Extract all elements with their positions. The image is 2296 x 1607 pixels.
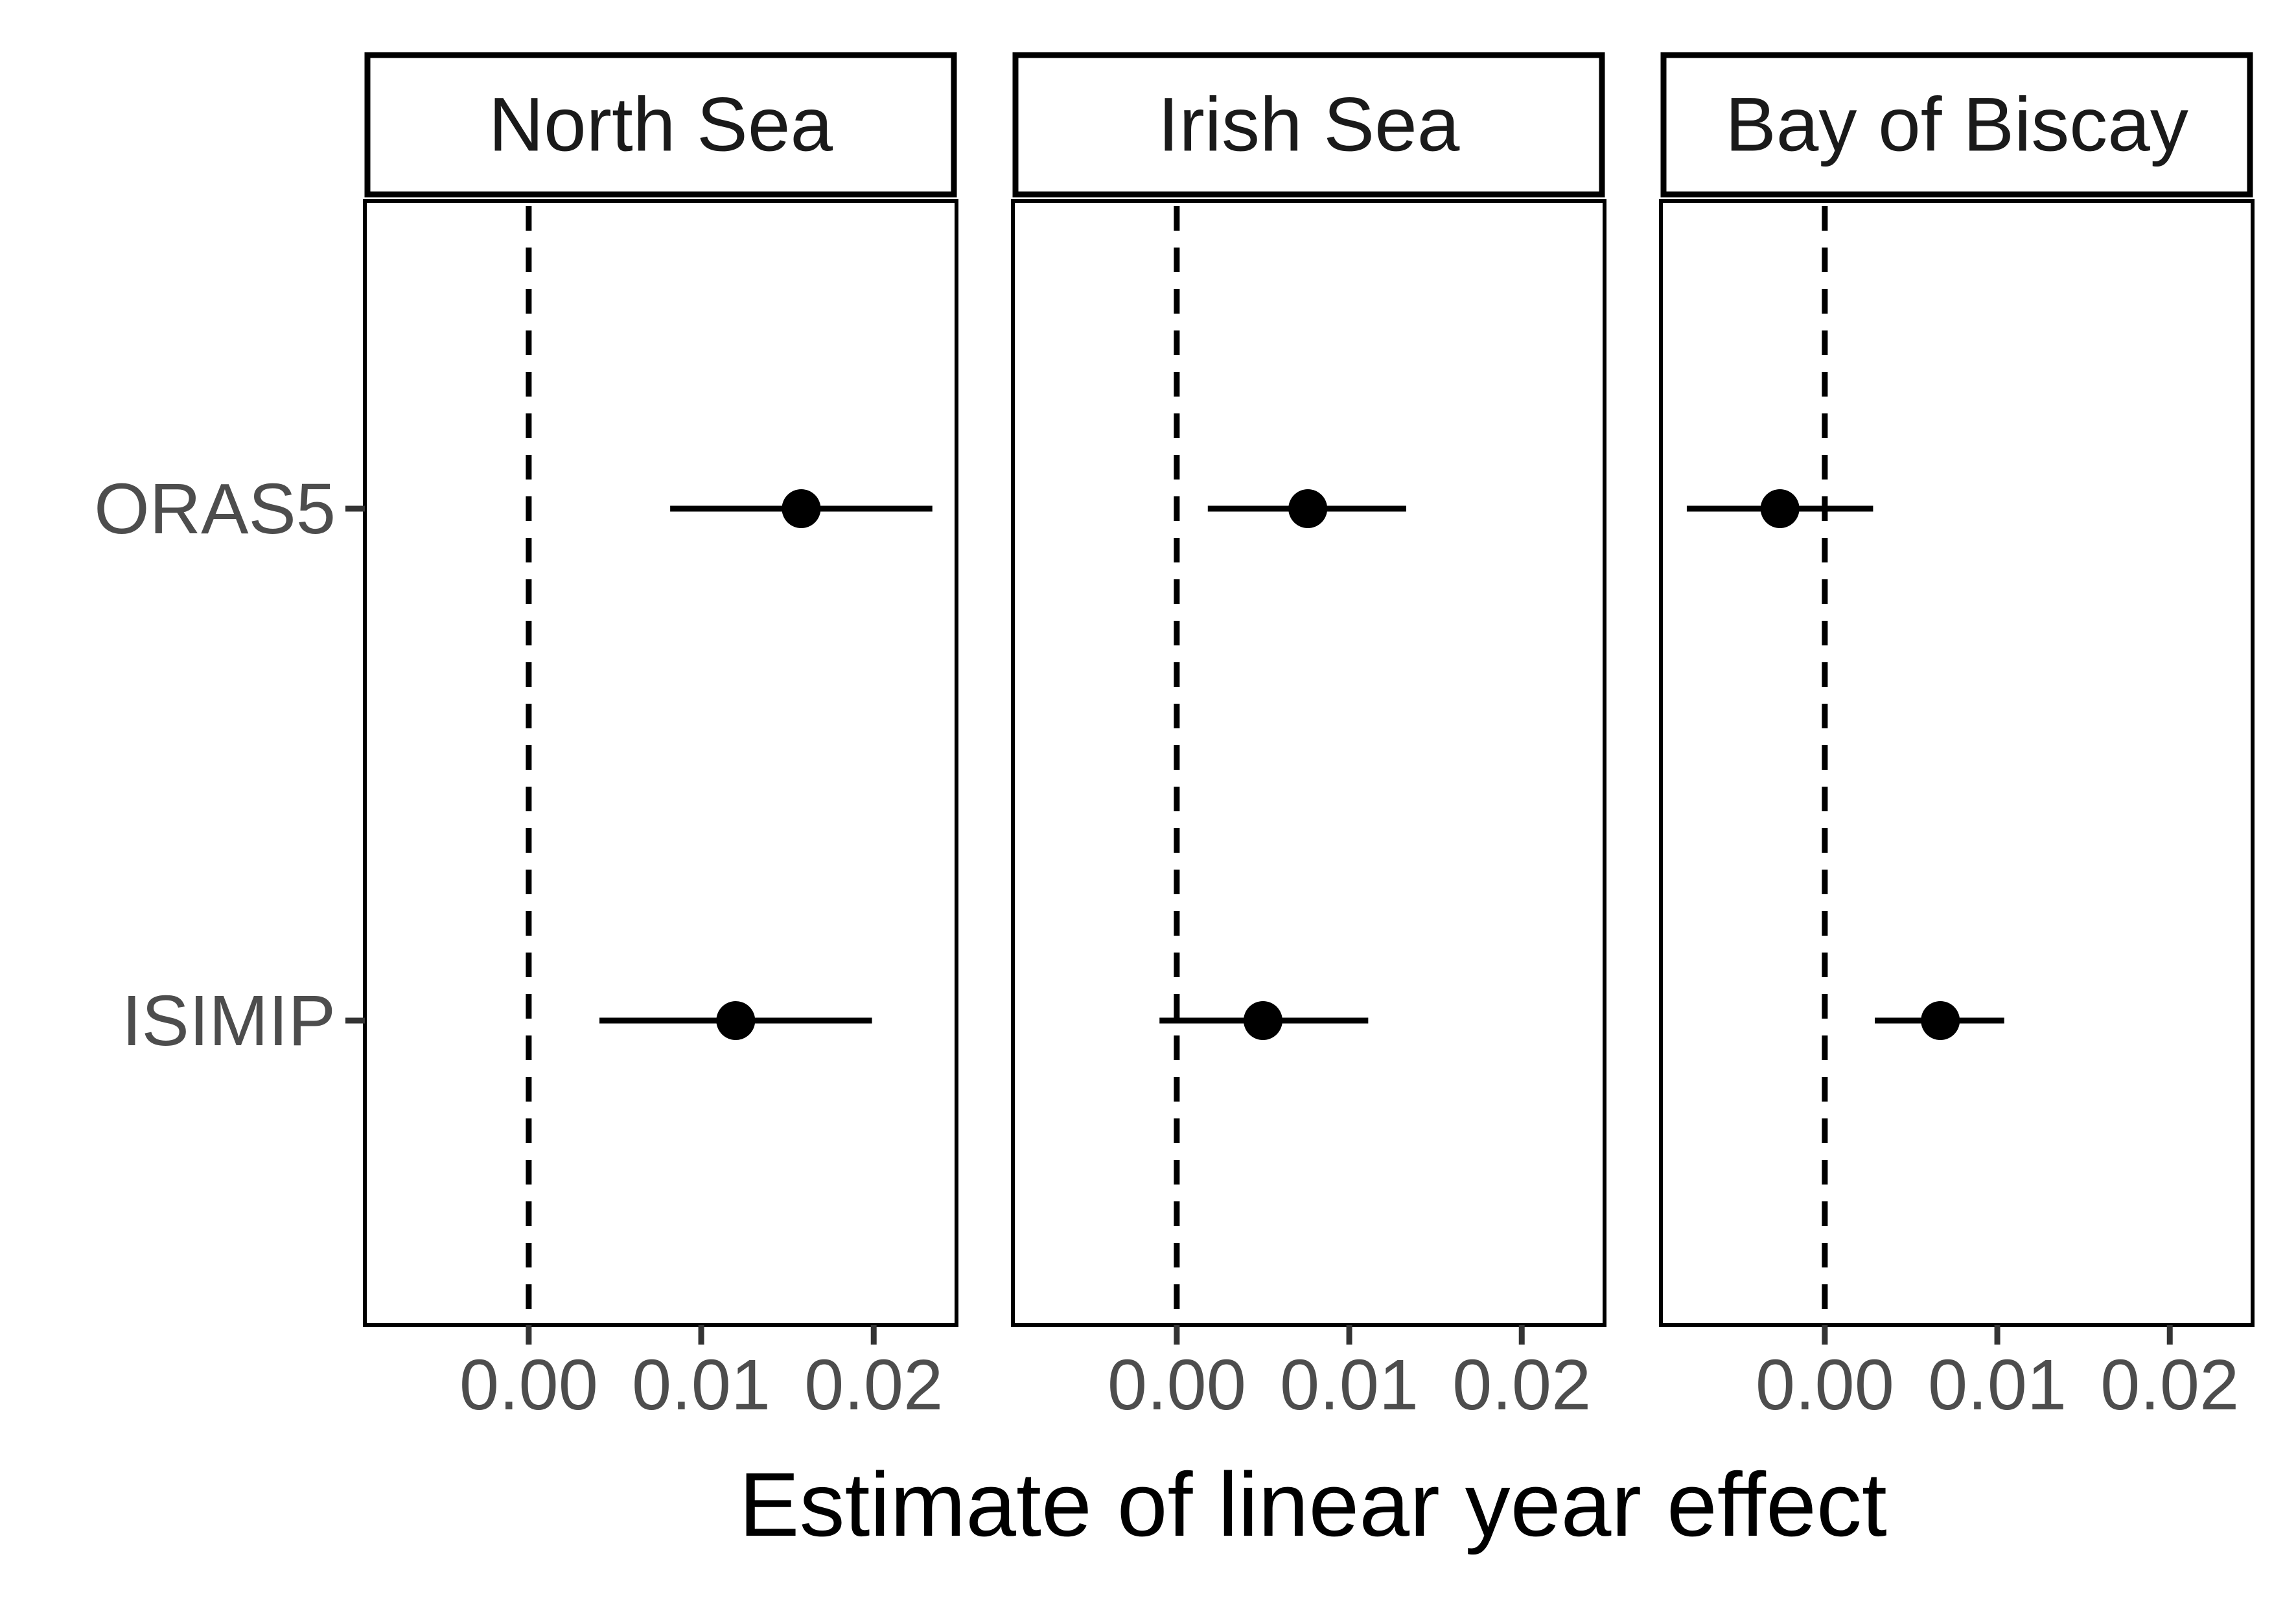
facet-panels: North Sea 0.00 0.01 0.02 Irish Sea 0.00 0.01 0.… (363, 52, 2255, 1425)
panel-north-sea: North Sea 0.00 0.01 0.02 (363, 52, 958, 1425)
panel-strip-irish-sea (1012, 52, 1605, 198)
estimate-point-oras5 (782, 489, 821, 528)
panel-border-irish-sea (1011, 199, 1606, 1327)
x-tick-label: 0.01 (1928, 1345, 2067, 1425)
panel-border-bay-of-biscay (1659, 199, 2255, 1327)
panel-title-bay-of-biscay: Bay of Biscay (1725, 82, 2188, 168)
panel-strip-north-sea (364, 52, 957, 198)
x-tick-label: 0.02 (804, 1345, 943, 1425)
estimate-point-isimip (1921, 1001, 1960, 1040)
x-tick-label: 0.00 (1107, 1345, 1246, 1425)
panel-bay-of-biscay: Bay of Biscay 0.00 0.01 0.02 (1659, 52, 2255, 1425)
x-tick-label: 0.01 (1280, 1345, 1419, 1425)
panel-border-north-sea (363, 199, 958, 1327)
estimate-point-oras5 (1760, 489, 1800, 528)
estimate-point-isimip (716, 1001, 756, 1040)
y-tick-label-oras5: ORAS5 (94, 469, 336, 549)
estimate-point-isimip (1243, 1001, 1282, 1040)
x-tick-label: 0.01 (632, 1345, 771, 1425)
x-tick-label: 0.02 (1452, 1345, 1591, 1425)
x-tick-label: 0.02 (2100, 1345, 2239, 1425)
panel-strip-bay-of-biscay (1660, 52, 2253, 198)
x-tick-label: 0.00 (1756, 1345, 1894, 1425)
y-tick-label-isimip: ISIMIP (122, 981, 336, 1061)
x-axis-title: Estimate of linear year effect (739, 1453, 1887, 1555)
panel-title-north-sea: North Sea (489, 82, 833, 168)
estimate-point-oras5 (1288, 489, 1328, 528)
x-tick-label: 0.00 (459, 1345, 598, 1425)
panel-title-irish-sea: Irish Sea (1158, 82, 1460, 168)
y-axis: ORAS5 ISIMIP (94, 201, 367, 1325)
panel-irish-sea: Irish Sea 0.00 0.01 0.02 (1011, 52, 1606, 1425)
